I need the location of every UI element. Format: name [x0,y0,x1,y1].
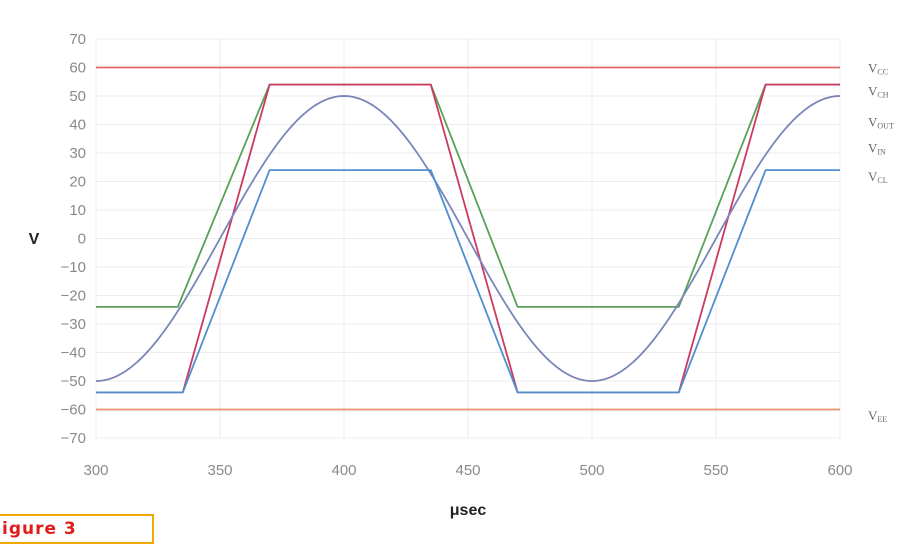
legend-entry-vcc: VCC [868,61,888,77]
y-tick-label: 70 [69,31,86,48]
y-tick-label: 50 [69,88,86,105]
y-tick-label: −20 [61,288,86,305]
y-tick-label: −30 [61,316,86,333]
figure-label: igure 3 [0,514,154,544]
legend-entry-vch: VCH [868,83,889,99]
legend-entry-vee: VEE [868,408,887,424]
y-tick-label: 40 [69,117,86,134]
series-line-vout [96,83,840,394]
x-tick-label: 500 [579,462,604,479]
series-line-vcl [96,169,840,394]
y-tick-label: 10 [69,202,86,219]
legend-entry-vcl: VCL [868,169,888,185]
y-tick-label: −10 [61,259,86,276]
y-tick-label: −60 [61,402,86,419]
series-line-vin [95,95,841,382]
y-axis-title: V [29,231,40,248]
series-group [95,66,841,411]
y-tick-label: −50 [61,373,86,390]
tick-labels: 70 60 50 40 30 20 10 0 −10 −20 −30 −40 −50 −60 −70 300 3… [61,31,853,479]
y-tick-label: 20 [69,174,86,191]
x-tick-label: 450 [455,462,480,479]
x-tick-label: 350 [207,462,232,479]
x-tick-label: 300 [83,462,108,479]
y-tick-label: 30 [69,145,86,162]
y-tick-label: 60 [69,60,86,77]
series-line-vch [96,83,840,308]
legend: VCC VCH VOUT VIN VCL VEE [868,61,894,425]
x-tick-label: 600 [827,462,852,479]
y-tick-label: −40 [61,345,86,362]
y-tick-label: 0 [78,231,86,248]
x-tick-label: 400 [331,462,356,479]
legend-entry-vin: VIN [868,140,886,156]
x-tick-label: 550 [703,462,728,479]
y-tick-label: −70 [61,430,86,447]
x-axis-title: μsec [450,502,487,519]
legend-entry-vout: VOUT [868,115,894,131]
